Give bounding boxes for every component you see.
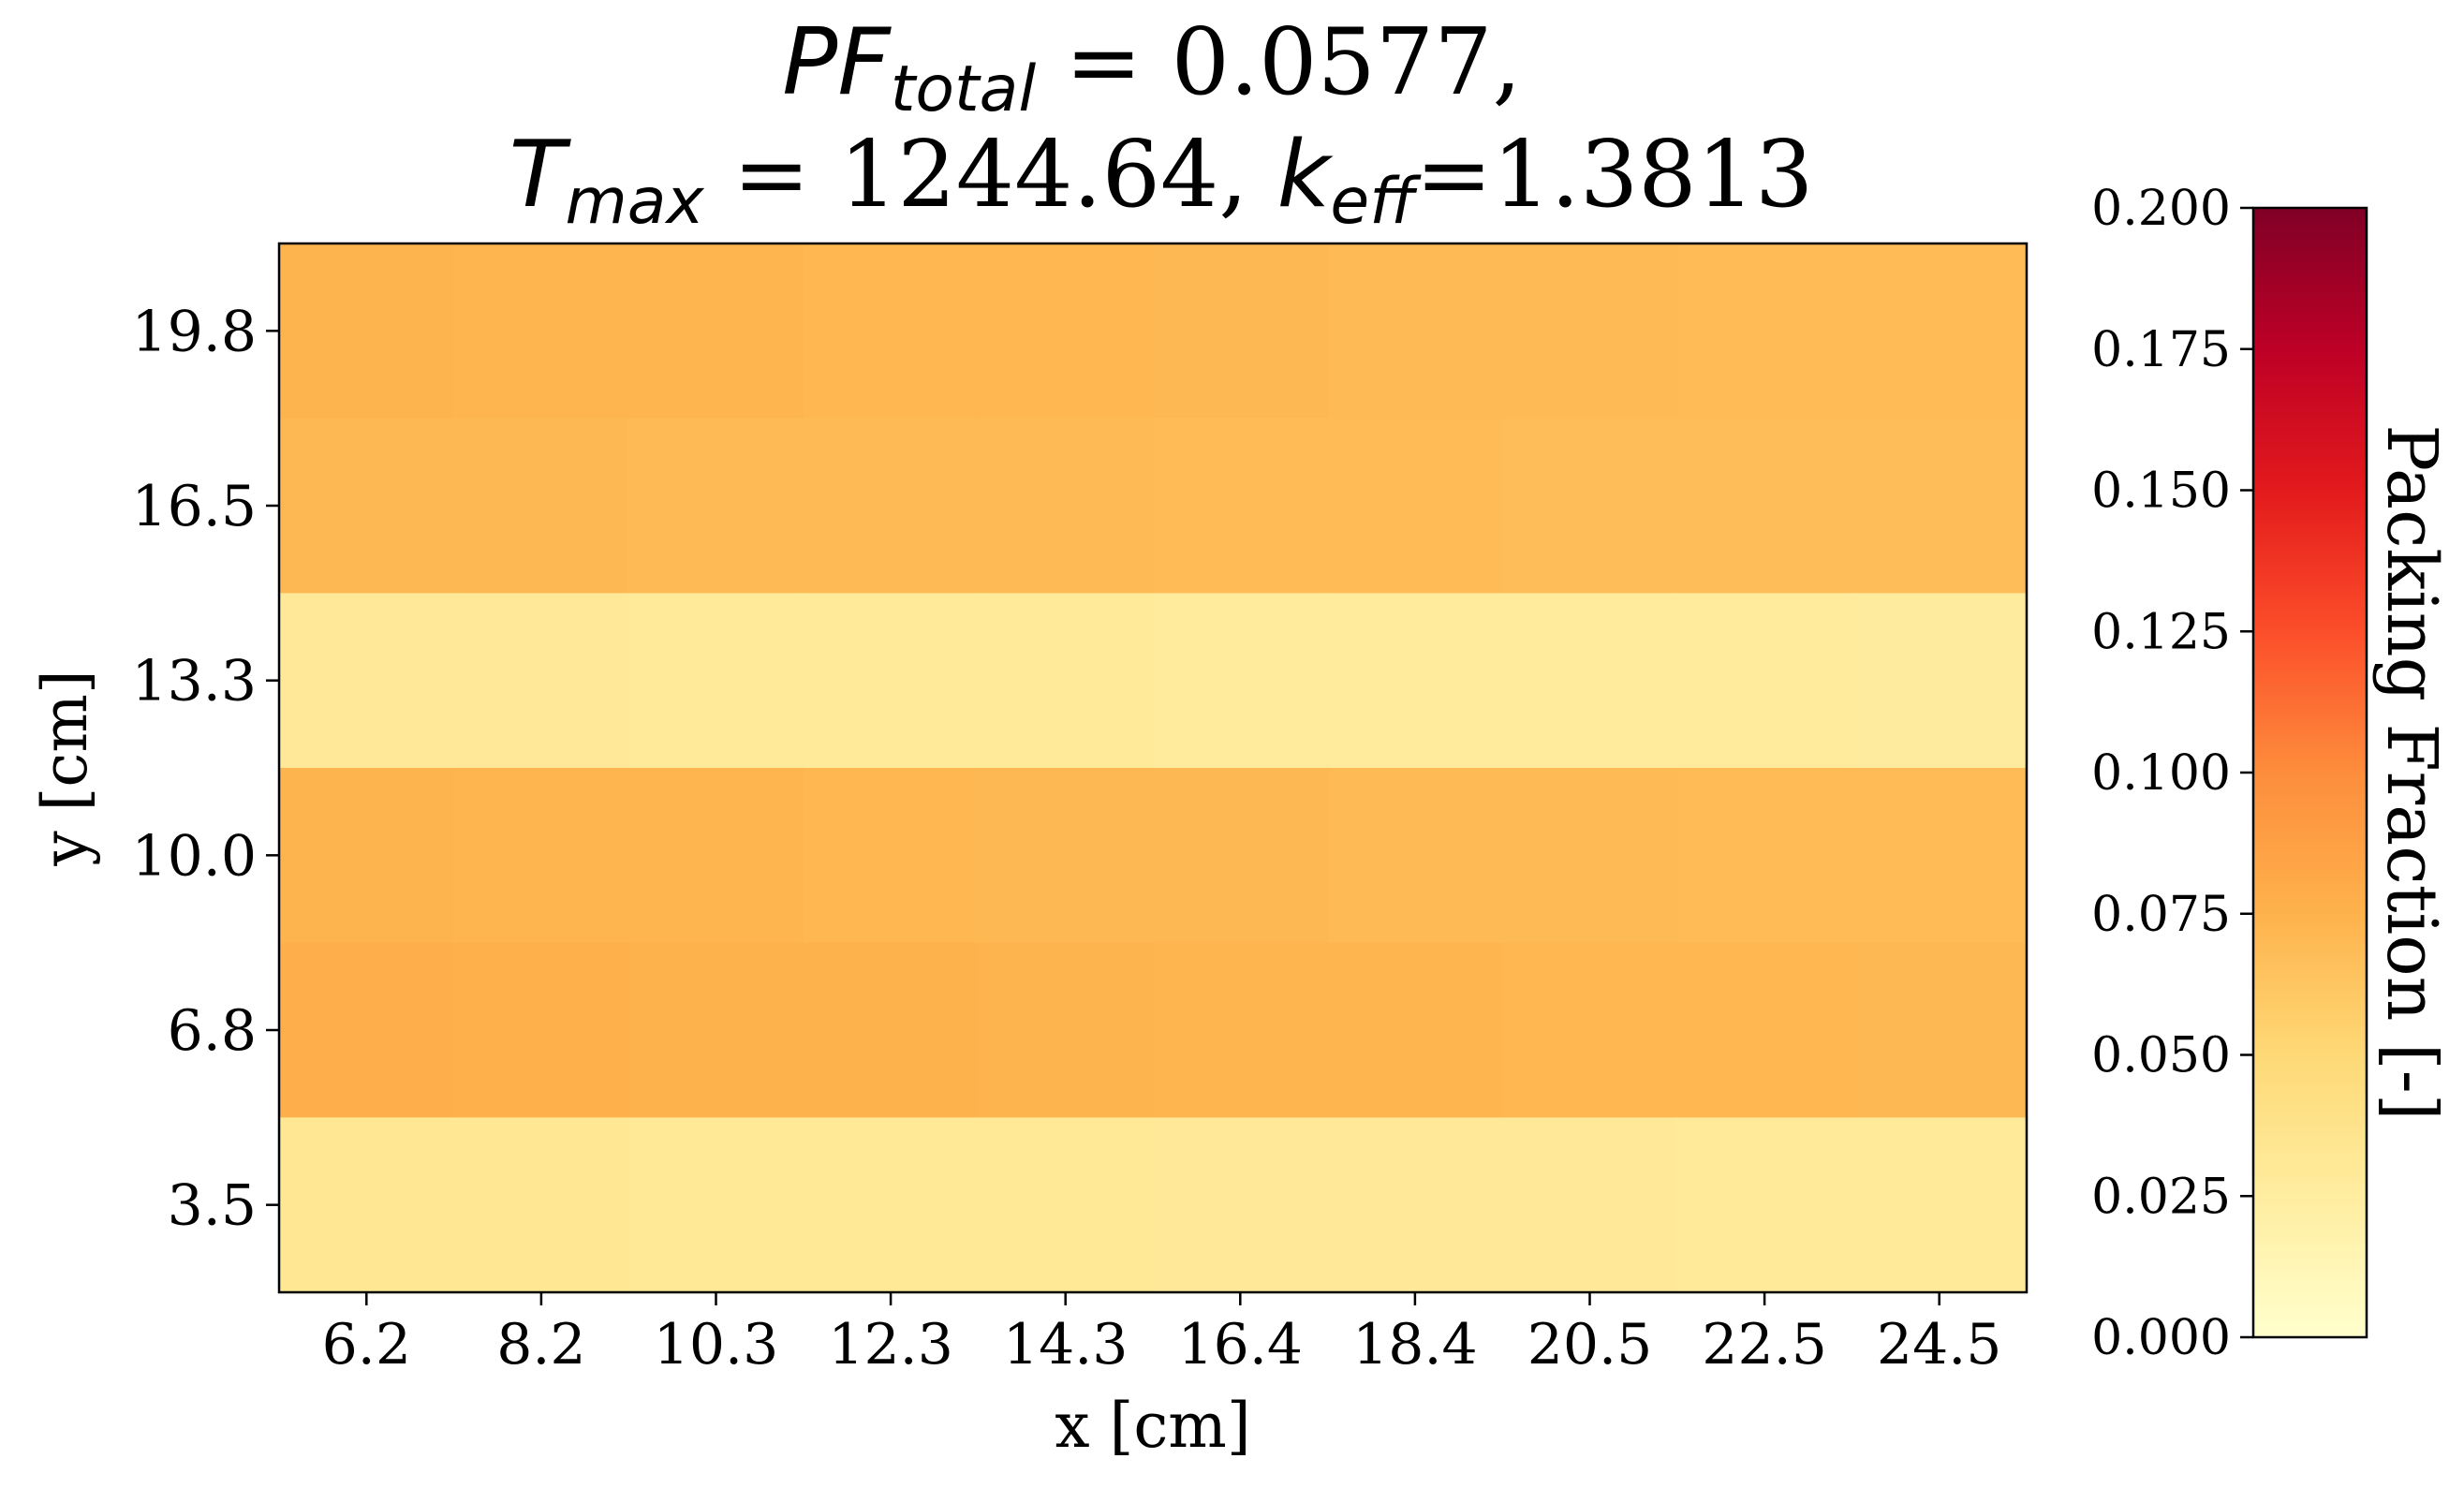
x-tick-label: 10.3 bbox=[654, 1312, 779, 1378]
heatmap-cell bbox=[279, 593, 455, 769]
heatmap-cell bbox=[628, 768, 804, 944]
heatmap-cell bbox=[453, 593, 629, 769]
heatmap-cell bbox=[1153, 593, 1329, 769]
heatmap-cell bbox=[628, 418, 804, 594]
heatmap-cell bbox=[628, 593, 804, 769]
heatmap-cell bbox=[453, 243, 629, 420]
y-axis-ticks: 3.5 6.8 10.0 13.3 16.5 19.8 bbox=[131, 299, 279, 1239]
x-tick-label: 20.5 bbox=[1527, 1312, 1653, 1378]
heatmap-cell bbox=[1327, 418, 1503, 594]
heatmap-cell bbox=[1502, 1117, 1678, 1293]
heatmap-cell bbox=[279, 942, 455, 1118]
heatmap-cell bbox=[1676, 1117, 1852, 1293]
y-tick-label: 13.3 bbox=[131, 649, 257, 715]
heatmap-cell bbox=[1676, 593, 1852, 769]
heatmap-cell bbox=[803, 418, 979, 594]
y-axis-label: y [cm] bbox=[29, 670, 101, 866]
heatmap-cell bbox=[1676, 768, 1852, 944]
colorbar-tick-label: 0.150 bbox=[2091, 464, 2231, 520]
x-tick-label: 24.5 bbox=[1877, 1312, 2002, 1378]
colorbar bbox=[2251, 206, 2368, 1339]
x-axis-ticks: 6.2 8.2 10.3 12.3 14.3 16.4 18.4 20.5 22.5 24.5 bbox=[322, 1292, 2002, 1378]
heatmap-cell bbox=[453, 942, 629, 1118]
heatmap-cell bbox=[978, 1117, 1154, 1293]
heatmap-cell bbox=[628, 243, 804, 420]
y-tick-label: 16.5 bbox=[131, 474, 257, 539]
heatmap-cell bbox=[1852, 243, 2028, 420]
heatmap-cell bbox=[628, 1117, 804, 1293]
heatmap-cells bbox=[279, 243, 2028, 1293]
x-tick-label: 8.2 bbox=[496, 1312, 585, 1378]
heatmap-cell bbox=[279, 768, 455, 944]
heatmap-cell bbox=[978, 418, 1154, 594]
heatmap-cell bbox=[1502, 243, 1678, 420]
x-axis-label: x [cm] bbox=[1055, 1390, 1250, 1462]
heatmap-cell bbox=[453, 1117, 629, 1293]
heatmap-cell bbox=[803, 942, 979, 1118]
heatmap-cell bbox=[978, 593, 1154, 769]
colorbar-tick-label: 0.175 bbox=[2091, 322, 2231, 378]
heatmap-cell bbox=[1852, 768, 2028, 944]
y-tick-label: 19.8 bbox=[131, 299, 257, 364]
heatmap-cell bbox=[1153, 243, 1329, 420]
colorbar-tick-label: 0.075 bbox=[2091, 887, 2231, 943]
heatmap-cell bbox=[453, 768, 629, 944]
colorbar-tick-label: 0.000 bbox=[2091, 1310, 2231, 1366]
heatmap-cell bbox=[1852, 1117, 2028, 1293]
heatmap-cell bbox=[453, 418, 629, 594]
y-tick-label: 6.8 bbox=[168, 998, 257, 1064]
colorbar-ticks: 0.000 0.025 0.050 0.075 0.100 0.125 0.150 0.175… bbox=[2091, 181, 2253, 1366]
heatmap-cell bbox=[803, 593, 979, 769]
heatmap-cell bbox=[803, 768, 979, 944]
heatmap-cell bbox=[1327, 1117, 1503, 1293]
heatmap-cell bbox=[1153, 768, 1329, 944]
heatmap-cell bbox=[1502, 593, 1678, 769]
heatmap-cell bbox=[1327, 942, 1503, 1118]
x-tick-label: 22.5 bbox=[1702, 1312, 1827, 1378]
heatmap-cell bbox=[1502, 768, 1678, 944]
x-tick-label: 12.3 bbox=[828, 1312, 953, 1378]
heatmap-cell bbox=[978, 243, 1154, 420]
colorbar-tick-label: 0.025 bbox=[2091, 1169, 2231, 1225]
chart-title-line1: PFtotal = 0.0577, bbox=[782, 9, 1521, 126]
heatmap-cell bbox=[1153, 418, 1329, 594]
x-tick-label: 14.3 bbox=[1003, 1312, 1129, 1378]
heatmap-cell bbox=[1852, 593, 2028, 769]
heatmap-cell bbox=[1852, 418, 2028, 594]
heatmap-cell bbox=[978, 768, 1154, 944]
x-tick-label: 16.4 bbox=[1178, 1312, 1304, 1378]
heatmap-cell bbox=[1502, 418, 1678, 594]
x-tick-label: 6.2 bbox=[322, 1312, 411, 1378]
heatmap-cell bbox=[279, 243, 455, 420]
heatmap-cell bbox=[803, 1117, 979, 1293]
heatmap-cell bbox=[279, 418, 455, 594]
heatmap-cell bbox=[1327, 243, 1503, 420]
heatmap-cell bbox=[1676, 942, 1852, 1118]
plot-frame bbox=[277, 242, 2029, 1294]
heatmap-cell bbox=[1153, 1117, 1329, 1293]
colorbar-tick-label: 0.125 bbox=[2091, 604, 2231, 660]
heatmap-cell bbox=[978, 942, 1154, 1118]
heatmap-cell bbox=[1153, 942, 1329, 1118]
heatmap-cell bbox=[1676, 418, 1852, 594]
colorbar-tick-label: 0.050 bbox=[2091, 1028, 2231, 1084]
heatmap-cell bbox=[803, 243, 979, 420]
y-tick-label: 3.5 bbox=[168, 1173, 257, 1239]
heatmap-cell bbox=[279, 1117, 455, 1293]
colorbar-tick-label: 0.200 bbox=[2091, 181, 2231, 237]
heatmap-cell bbox=[628, 942, 804, 1118]
chart-title-line2: Tmax = 1244.64, keff=1.3813 bbox=[509, 122, 1814, 239]
colorbar-label: Packing Fraction [-] bbox=[2371, 424, 2452, 1120]
y-tick-label: 10.0 bbox=[131, 823, 257, 889]
heatmap-cell bbox=[1852, 942, 2028, 1118]
heatmap-cell bbox=[1502, 942, 1678, 1118]
heatmap-cell bbox=[1676, 243, 1852, 420]
x-tick-label: 18.4 bbox=[1352, 1312, 1478, 1378]
heatmap-cell bbox=[1327, 768, 1503, 944]
heatmap-cell bbox=[1327, 593, 1503, 769]
colorbar-tick-label: 0.100 bbox=[2091, 745, 2231, 802]
